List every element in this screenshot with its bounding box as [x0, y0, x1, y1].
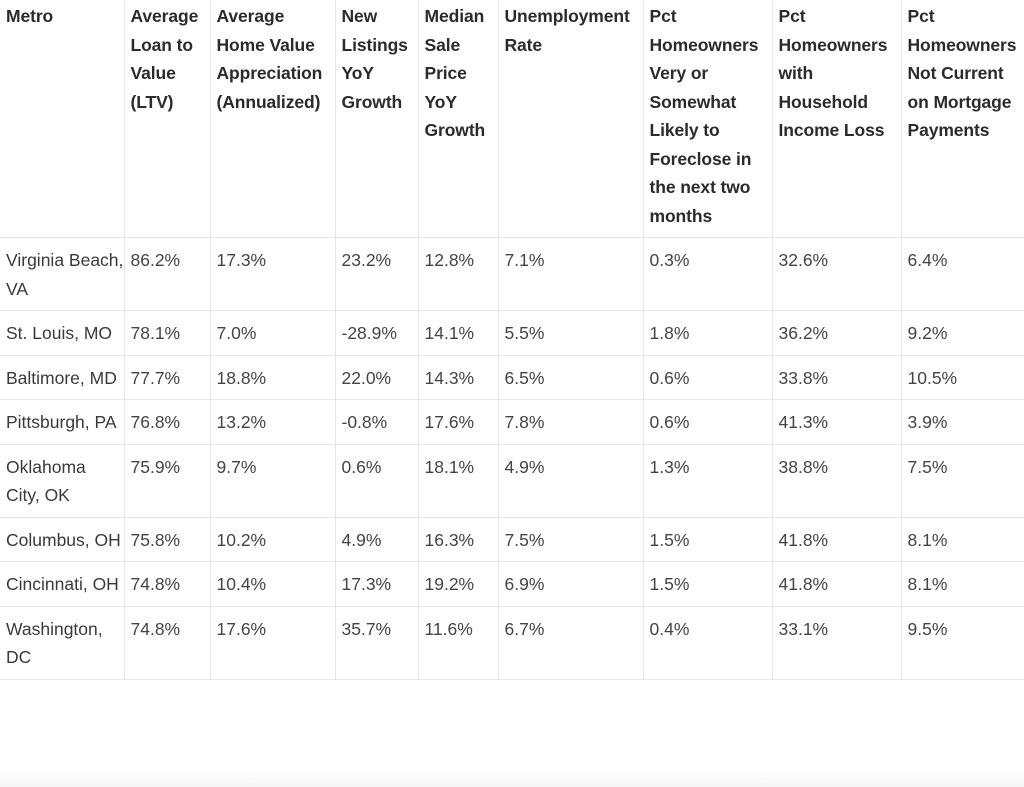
table-row: Virginia Beach, VA 86.2% 17.3% 23.2% 12.8% 7.… — [0, 237, 1024, 311]
income-loss-pct-cell: 41.8% — [772, 561, 902, 607]
appreciation-cell: 10.2% — [210, 517, 336, 562]
income-loss-pct-cell: 33.8% — [772, 355, 902, 400]
sale-price-growth-cell: 17.6% — [418, 399, 499, 445]
sale-price-growth-cell: 11.6% — [418, 606, 499, 680]
metro-data-table: Metro Average Loan to Value (LTV) Averag… — [0, 0, 1024, 680]
appreciation-cell: 10.4% — [210, 561, 336, 607]
not-current-pct-cell: 9.5% — [901, 606, 1024, 680]
metro-cell: Pittsburgh, PA — [0, 399, 125, 445]
sale-price-growth-cell: 18.1% — [418, 444, 499, 518]
not-current-pct-cell: 10.5% — [901, 355, 1024, 400]
unemployment-cell: 6.5% — [498, 355, 644, 400]
appreciation-cell: 7.0% — [210, 310, 336, 356]
foreclose-pct-cell: 1.3% — [643, 444, 773, 518]
income-loss-pct-cell: 41.3% — [772, 399, 902, 445]
foreclose-pct-cell: 0.3% — [643, 237, 773, 311]
ltv-cell: 76.8% — [124, 399, 211, 445]
foreclose-pct-cell: 1.5% — [643, 517, 773, 562]
new-listings-cell: -28.9% — [335, 310, 419, 356]
unemployment-cell: 5.5% — [498, 310, 644, 356]
table-row: Columbus, OH 75.8% 10.2% 4.9% 16.3% 7.5% 1.5% 4… — [0, 517, 1024, 562]
income-loss-pct-cell: 32.6% — [772, 237, 902, 311]
income-loss-pct-cell: 38.8% — [772, 444, 902, 518]
table-row: Cincinnati, OH 74.8% 10.4% 17.3% 19.2% 6.9% 1.… — [0, 561, 1024, 607]
column-header-unemployment-rate: Unemployment Rate — [498, 0, 644, 238]
sale-price-growth-cell: 14.3% — [418, 355, 499, 400]
appreciation-cell: 18.8% — [210, 355, 336, 400]
foreclose-pct-cell: 1.5% — [643, 561, 773, 607]
new-listings-cell: 23.2% — [335, 237, 419, 311]
column-header-home-value-appreciation: Average Home Value Appreciation (Annuali… — [210, 0, 336, 238]
ltv-cell: 74.8% — [124, 561, 211, 607]
column-header-pct-likely-to-foreclose: Pct Homeowners Very or Somewhat Likely t… — [643, 0, 773, 238]
metro-cell: Cincinnati, OH — [0, 561, 125, 607]
new-listings-cell: -0.8% — [335, 399, 419, 445]
unemployment-cell: 6.7% — [498, 606, 644, 680]
not-current-pct-cell: 3.9% — [901, 399, 1024, 445]
unemployment-cell: 7.8% — [498, 399, 644, 445]
unemployment-cell: 6.9% — [498, 561, 644, 607]
not-current-pct-cell: 7.5% — [901, 444, 1024, 518]
foreclose-pct-cell: 1.8% — [643, 310, 773, 356]
table-row: St. Louis, MO 78.1% 7.0% -28.9% 14.1% 5.5% 1.8… — [0, 310, 1024, 356]
foreclose-pct-cell: 0.4% — [643, 606, 773, 680]
ltv-cell: 86.2% — [124, 237, 211, 311]
income-loss-pct-cell: 41.8% — [772, 517, 902, 562]
column-header-median-sale-price-growth: Median Sale Price YoY Growth — [418, 0, 499, 238]
metro-cell: Baltimore, MD — [0, 355, 125, 400]
foreclose-pct-cell: 0.6% — [643, 399, 773, 445]
new-listings-cell: 4.9% — [335, 517, 419, 562]
table-row: Oklahoma City, OK 75.9% 9.7% 0.6% 18.1% 4.9% 1… — [0, 444, 1024, 518]
ltv-cell: 78.1% — [124, 310, 211, 356]
table-body: Virginia Beach, VA 86.2% 17.3% 23.2% 12.8% 7.… — [0, 237, 1024, 680]
sale-price-growth-cell: 14.1% — [418, 310, 499, 356]
sale-price-growth-cell: 16.3% — [418, 517, 499, 562]
ltv-cell: 74.8% — [124, 606, 211, 680]
sale-price-growth-cell: 19.2% — [418, 561, 499, 607]
new-listings-cell: 35.7% — [335, 606, 419, 680]
ltv-cell: 75.9% — [124, 444, 211, 518]
not-current-pct-cell: 9.2% — [901, 310, 1024, 356]
column-header-pct-income-loss: Pct Homeowners with Household Income Los… — [772, 0, 902, 238]
unemployment-cell: 4.9% — [498, 444, 644, 518]
income-loss-pct-cell: 33.1% — [772, 606, 902, 680]
new-listings-cell: 0.6% — [335, 444, 419, 518]
not-current-pct-cell: 8.1% — [901, 561, 1024, 607]
new-listings-cell: 17.3% — [335, 561, 419, 607]
metro-cell: Virginia Beach, VA — [0, 237, 125, 311]
sale-price-growth-cell: 12.8% — [418, 237, 499, 311]
table-row: Baltimore, MD 77.7% 18.8% 22.0% 14.3% 6.5% 0.6… — [0, 355, 1024, 400]
new-listings-cell: 22.0% — [335, 355, 419, 400]
appreciation-cell: 13.2% — [210, 399, 336, 445]
column-header-pct-not-current: Pct Homeowners Not Current on Mortgage P… — [901, 0, 1024, 238]
ltv-cell: 75.8% — [124, 517, 211, 562]
column-header-new-listings-growth: New Listings YoY Growth — [335, 0, 419, 238]
column-header-metro: Metro — [0, 0, 125, 238]
appreciation-cell: 17.3% — [210, 237, 336, 311]
appreciation-cell: 9.7% — [210, 444, 336, 518]
appreciation-cell: 17.6% — [210, 606, 336, 680]
metro-cell: St. Louis, MO — [0, 310, 125, 356]
metro-cell: Oklahoma City, OK — [0, 444, 125, 518]
table-row: Washington, DC 74.8% 17.6% 35.7% 11.6% 6.7% 0.… — [0, 606, 1024, 680]
table-header: Metro Average Loan to Value (LTV) Averag… — [0, 0, 1024, 238]
bottom-fade-overlay — [0, 769, 1024, 787]
income-loss-pct-cell: 36.2% — [772, 310, 902, 356]
foreclose-pct-cell: 0.6% — [643, 355, 773, 400]
table-row: Pittsburgh, PA 76.8% 13.2% -0.8% 17.6% 7.8% 0.… — [0, 399, 1024, 445]
unemployment-cell: 7.5% — [498, 517, 644, 562]
not-current-pct-cell: 8.1% — [901, 517, 1024, 562]
metro-cell: Columbus, OH — [0, 517, 125, 562]
ltv-cell: 77.7% — [124, 355, 211, 400]
column-header-average-ltv: Average Loan to Value (LTV) — [124, 0, 211, 238]
not-current-pct-cell: 6.4% — [901, 237, 1024, 311]
header-row: Metro Average Loan to Value (LTV) Averag… — [0, 0, 1024, 238]
metro-cell: Washington, DC — [0, 606, 125, 680]
unemployment-cell: 7.1% — [498, 237, 644, 311]
